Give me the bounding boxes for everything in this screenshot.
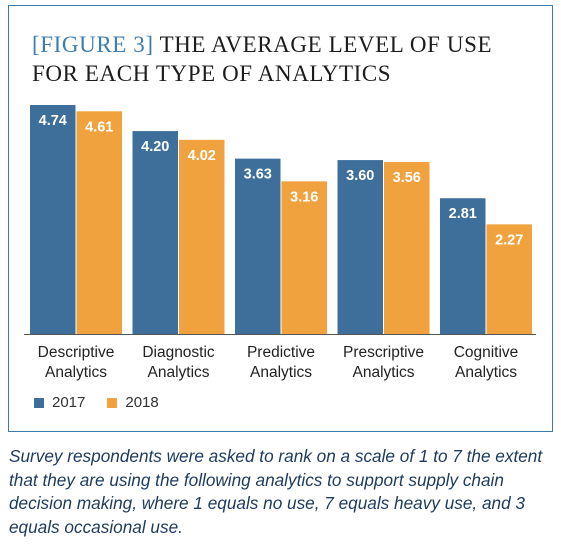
data-label-2017-2: 3.63 — [244, 167, 272, 183]
bar-2018-0 — [76, 111, 122, 334]
chart-legend: 2017 2018 — [34, 394, 181, 411]
legend-label-2017: 2017 — [52, 394, 86, 411]
category-label-0-1: Analytics — [45, 364, 107, 381]
bar-2017-4 — [440, 198, 486, 334]
data-label-2018-0: 4.61 — [85, 119, 113, 135]
data-label-2018-4: 2.27 — [495, 232, 523, 248]
bar-2017-3 — [337, 160, 383, 334]
category-label-1-1: Analytics — [147, 364, 209, 381]
data-label-2017-0: 4.74 — [39, 113, 67, 129]
bar-2017-1 — [132, 131, 178, 334]
bar-2018-3 — [384, 162, 430, 334]
legend-item-2018: 2018 — [107, 394, 159, 411]
data-label-2018-3: 3.56 — [393, 170, 421, 186]
category-label-4-1: Analytics — [455, 364, 517, 381]
category-label-0-0: Descriptive — [38, 344, 115, 361]
figure-caption: Survey respondents were asked to rank on… — [9, 446, 543, 537]
category-label-3-1: Analytics — [352, 364, 414, 381]
bar-2017-2 — [235, 158, 281, 334]
bar-chart: 4.74 4.61 Descriptive Analytics 4.20 4.02 Diag… — [24, 105, 536, 381]
bar-2018-4 — [486, 224, 532, 334]
data-label-2018-1: 4.02 — [188, 148, 216, 164]
category-label-3-0: Prescriptive — [343, 344, 424, 361]
legend-swatch-2017 — [34, 397, 44, 408]
bar-2017-0 — [30, 105, 76, 334]
bar-2018-1 — [179, 139, 225, 334]
figure-frame — [8, 5, 553, 432]
category-label-4-0: Cognitive — [454, 344, 519, 361]
legend-swatch-2018 — [107, 397, 118, 408]
legend-label-2018: 2018 — [125, 394, 159, 411]
figure-number: [FIGURE 3] — [32, 32, 154, 57]
category-label-2-0: Predictive — [247, 344, 315, 361]
legend-item-2017: 2017 — [34, 394, 85, 411]
category-label-2-1: Analytics — [250, 364, 312, 381]
bar-2018-2 — [281, 181, 327, 334]
category-label-1-0: Diagnostic — [142, 344, 215, 361]
data-label-2018-2: 3.16 — [290, 189, 318, 205]
data-label-2017-1: 4.20 — [141, 139, 169, 155]
figure-title-text: THE AVERAGE LEVEL OF USE FOR EACH TYPE O… — [32, 32, 493, 86]
data-label-2017-3: 3.60 — [346, 168, 374, 184]
chart-title: [FIGURE 3] THE AVERAGE LEVEL OF USE FOR … — [32, 30, 532, 88]
data-label-2017-4: 2.81 — [449, 206, 477, 222]
